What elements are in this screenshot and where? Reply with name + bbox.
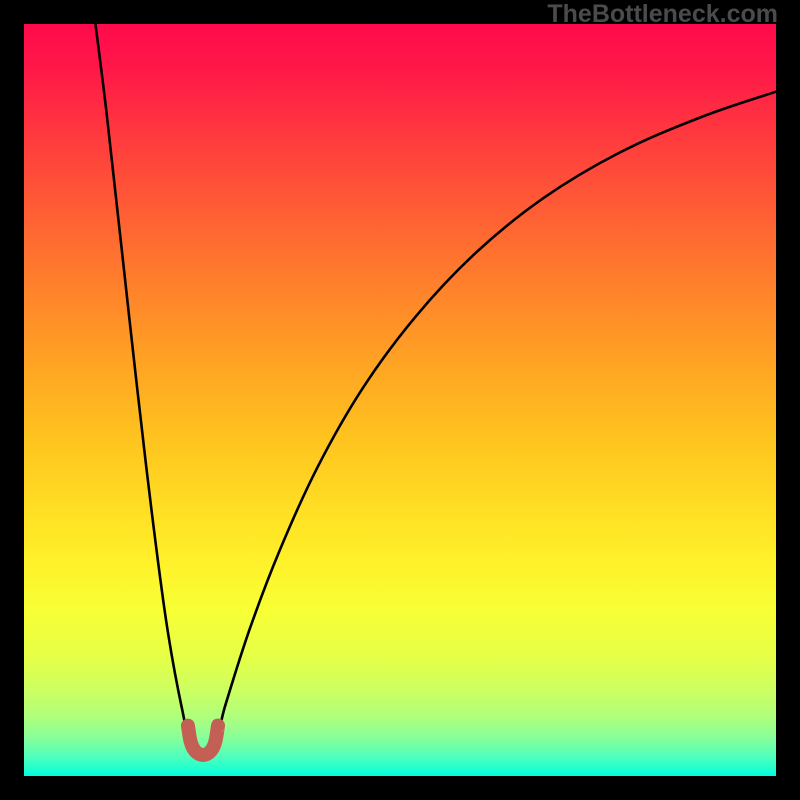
curve-layer xyxy=(24,24,776,776)
chart-container: TheBottleneck.com xyxy=(0,0,800,800)
bottleneck-curve xyxy=(95,24,776,751)
minimum-marker xyxy=(188,726,218,755)
watermark-text: TheBottleneck.com xyxy=(547,0,778,29)
plot-area xyxy=(24,24,776,776)
